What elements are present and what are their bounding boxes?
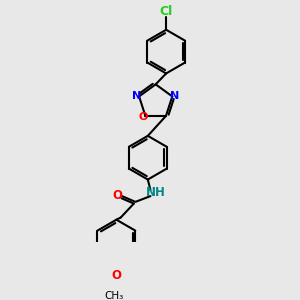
Text: N: N <box>132 91 141 100</box>
Text: CH₃: CH₃ <box>104 291 123 300</box>
Text: N: N <box>170 91 179 100</box>
Text: O: O <box>111 269 122 282</box>
Text: Cl: Cl <box>160 5 173 18</box>
Text: O: O <box>112 189 122 202</box>
Text: NH: NH <box>146 186 166 199</box>
Text: O: O <box>138 112 148 122</box>
